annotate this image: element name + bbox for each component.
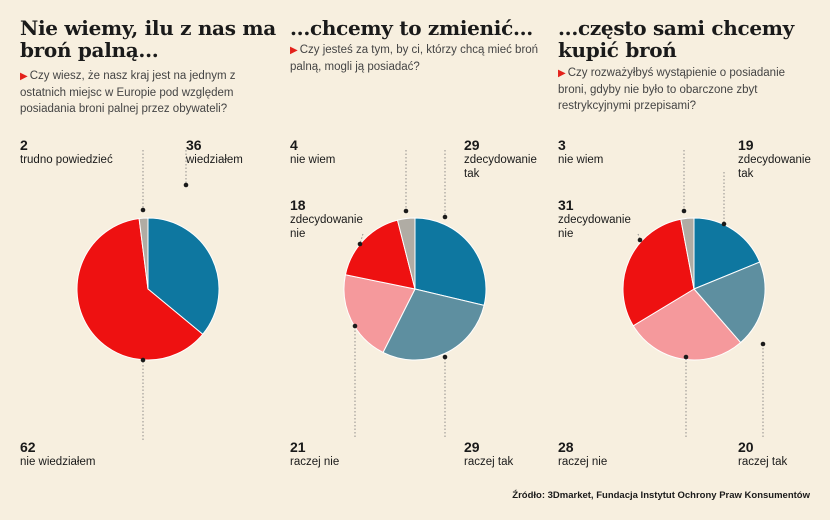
pie-slice-nie-wiem [680, 217, 695, 290]
leader-dot [760, 341, 766, 347]
pie-slice-nie-wiedziałem [76, 218, 204, 361]
chart-title-2: ...chcemy to zmienić... [290, 16, 533, 40]
pie-slice-zdecydowanie-nie [622, 218, 695, 327]
leader-dot [140, 207, 146, 213]
pie-slice-zdecydowanie-tak [693, 217, 761, 290]
pie-slice-trudno-powiedzieć [138, 217, 149, 290]
label-trudno-powiedziec: 2 trudno powiedzieć [20, 137, 113, 166]
pie-chart-2 [343, 150, 487, 437]
label-raczej-tak-3: 20 raczej tak [738, 439, 788, 468]
label-wiedzialem: 36 wiedziałem [186, 137, 243, 166]
chart-title-1: Nie wiemy, ilu z nas ma broń palną... [20, 16, 276, 62]
pie-chart-3 [622, 150, 766, 437]
leader-dot [352, 323, 358, 329]
chart-panel-3: ...często sami chcemy kupić broń ▶ Czy ro… [558, 0, 828, 520]
chart-title-3: ...często sami chcemy kupić broń [558, 16, 794, 62]
leader-dot [183, 182, 189, 188]
pie-chart-1 [76, 150, 220, 440]
leader-dot [140, 357, 146, 363]
chart-question-2: ▶ Czy jesteś za tym, by ci, którzy chcą m… [290, 44, 539, 73]
pie-slice-zdecydowanie-tak [414, 217, 487, 307]
chart-question-3: ▶ Czy rozważyłbyś wystąpienie o posiadani… [558, 67, 786, 112]
pie-slice-nie-wiem [396, 217, 416, 290]
red-triangle-icon: ▶ [290, 45, 298, 56]
chart-panel-1: Nie wiemy, ilu z nas ma broń palną... ▶ C… [20, 0, 290, 520]
leader-dot [442, 354, 448, 360]
pie-slice-raczej-tak [693, 261, 766, 344]
label-raczej-nie-3: 28 raczej nie [558, 439, 608, 468]
pie-slice-raczej-nie [343, 274, 416, 354]
label-zdecydowanie-tak-3: 19 zdecydowanie tak [738, 137, 811, 180]
pie-slice-raczej-nie [632, 288, 742, 361]
label-raczej-tak-2: 29 raczej tak [464, 439, 514, 468]
label-raczej-nie-2: 21 raczej nie [290, 439, 340, 468]
leader-dot [637, 237, 643, 243]
chart-panel-2: ...chcemy to zmienić... ▶ Czy jesteś za t… [290, 0, 560, 520]
label-zdecydowanie-nie-2: 18 zdecydowanie nie [290, 197, 363, 240]
pie-slice-zdecydowanie-nie [344, 219, 416, 290]
leader-dot [683, 354, 689, 360]
label-nie-wiem-3: 3 nie wiem [558, 137, 604, 166]
pie-slice-wiedziałem [147, 217, 220, 335]
label-zdecydowanie-tak-2: 29 zdecydowanie tak [464, 137, 537, 180]
leader-line [637, 233, 641, 241]
source-note: Źródło: 3Dmarket, Fundacja Instytut Ochr… [512, 490, 810, 501]
label-zdecydowanie-nie-3: 31 zdecydowanie nie [558, 197, 631, 240]
red-triangle-icon: ▶ [558, 68, 566, 79]
leader-dot [681, 208, 687, 214]
leader-dot [442, 214, 448, 220]
leader-dot [357, 241, 363, 247]
label-nie-wiedzialem: 62 nie wiedziałem [20, 439, 96, 468]
leader-dot [721, 221, 727, 227]
pie-slice-raczej-tak [382, 288, 485, 361]
chart-question-1: ▶ Czy wiesz, że nasz kraj jest na jednym … [20, 70, 236, 115]
leader-dot [403, 208, 409, 214]
red-triangle-icon: ▶ [20, 71, 28, 82]
label-nie-wiem-2: 4 nie wiem [290, 137, 336, 166]
